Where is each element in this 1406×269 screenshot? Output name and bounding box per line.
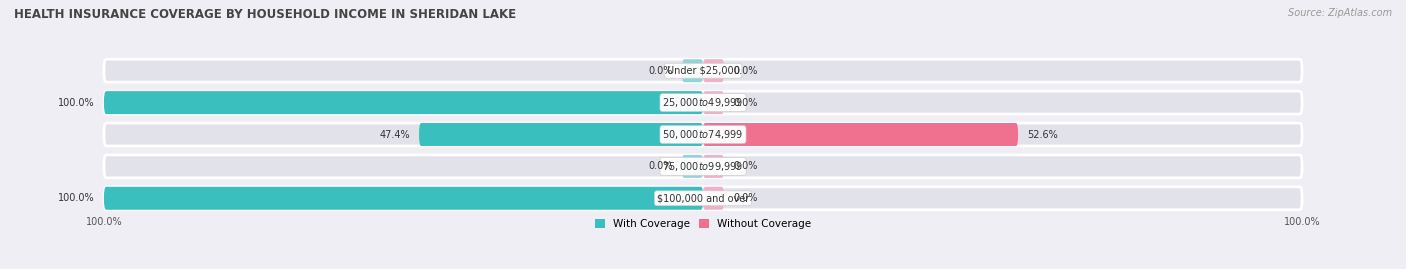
- Text: 100.0%: 100.0%: [58, 193, 96, 203]
- Text: HEALTH INSURANCE COVERAGE BY HOUSEHOLD INCOME IN SHERIDAN LAKE: HEALTH INSURANCE COVERAGE BY HOUSEHOLD I…: [14, 8, 516, 21]
- Text: 47.4%: 47.4%: [380, 129, 411, 140]
- Text: $75,000 to $99,999: $75,000 to $99,999: [662, 160, 744, 173]
- FancyBboxPatch shape: [419, 123, 703, 146]
- FancyBboxPatch shape: [104, 123, 1302, 146]
- Text: 100.0%: 100.0%: [58, 98, 96, 108]
- FancyBboxPatch shape: [104, 91, 703, 114]
- Text: 0.0%: 0.0%: [733, 161, 758, 171]
- Text: 0.0%: 0.0%: [648, 66, 673, 76]
- FancyBboxPatch shape: [104, 187, 703, 210]
- FancyBboxPatch shape: [703, 187, 724, 210]
- FancyBboxPatch shape: [703, 123, 1018, 146]
- Text: Under $25,000: Under $25,000: [666, 66, 740, 76]
- Text: $50,000 to $74,999: $50,000 to $74,999: [662, 128, 744, 141]
- Text: $100,000 and over: $100,000 and over: [657, 193, 749, 203]
- Text: 0.0%: 0.0%: [648, 161, 673, 171]
- Text: 0.0%: 0.0%: [733, 193, 758, 203]
- Text: 0.0%: 0.0%: [733, 66, 758, 76]
- Text: 100.0%: 100.0%: [86, 217, 122, 227]
- Legend: With Coverage, Without Coverage: With Coverage, Without Coverage: [595, 219, 811, 229]
- Text: 0.0%: 0.0%: [733, 98, 758, 108]
- Text: Source: ZipAtlas.com: Source: ZipAtlas.com: [1288, 8, 1392, 18]
- FancyBboxPatch shape: [104, 187, 1302, 210]
- FancyBboxPatch shape: [703, 155, 724, 178]
- FancyBboxPatch shape: [682, 155, 703, 178]
- FancyBboxPatch shape: [703, 91, 724, 114]
- Text: 52.6%: 52.6%: [1028, 129, 1057, 140]
- FancyBboxPatch shape: [104, 155, 1302, 178]
- Text: $25,000 to $49,999: $25,000 to $49,999: [662, 96, 744, 109]
- FancyBboxPatch shape: [104, 91, 1302, 114]
- FancyBboxPatch shape: [104, 59, 1302, 82]
- FancyBboxPatch shape: [703, 59, 724, 82]
- Text: 100.0%: 100.0%: [1284, 217, 1320, 227]
- FancyBboxPatch shape: [682, 59, 703, 82]
